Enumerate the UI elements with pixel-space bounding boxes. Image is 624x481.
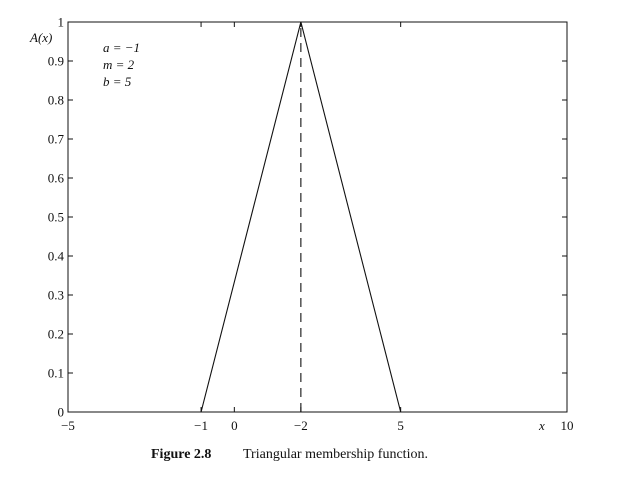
y-tick-label: 0.5 — [48, 210, 64, 225]
y-tick-label: 1 — [58, 15, 65, 30]
membership-line — [68, 21, 567, 413]
x-tick-labels: −5 −1 0 −2 5 10 — [61, 418, 573, 433]
caption-number: Figure 2.8 — [151, 447, 211, 462]
y-tick-label: 0.6 — [48, 171, 65, 186]
plot-frame — [67, 21, 568, 413]
marks — [68, 21, 567, 413]
y-tick-label: 0.9 — [48, 54, 64, 69]
y-tick-label: 0.2 — [48, 327, 64, 342]
x-tick-label: −1 — [194, 418, 208, 433]
y-tick-label: 0.8 — [48, 93, 64, 108]
caption-text: Triangular membership function. — [243, 447, 428, 462]
x-axis-label: x — [538, 418, 545, 433]
x-tick-label: −2 — [294, 418, 308, 433]
x-tick-label: 0 — [231, 418, 238, 433]
y-axis-label: A(x) — [29, 30, 52, 45]
ticks — [67, 21, 568, 413]
annotation-m: m = 2 — [103, 57, 135, 72]
x-tick-label: 10 — [561, 418, 574, 433]
y-tick-labels: 0 0.1 0.2 0.3 0.4 0.5 0.6 0.7 0.8 0.9 1 — [48, 15, 65, 420]
x-tick-label: 5 — [397, 418, 404, 433]
annotation-b: b = 5 — [103, 74, 132, 89]
annotation-a: a = −1 — [103, 40, 140, 55]
y-tick-label: 0.3 — [48, 288, 64, 303]
x-tick-label: −5 — [61, 418, 75, 433]
y-tick-label: 0.1 — [48, 366, 64, 381]
y-tick-label: 0 — [58, 405, 65, 420]
y-tick-label: 0.4 — [48, 249, 65, 264]
y-tick-label: 0.7 — [48, 132, 65, 147]
